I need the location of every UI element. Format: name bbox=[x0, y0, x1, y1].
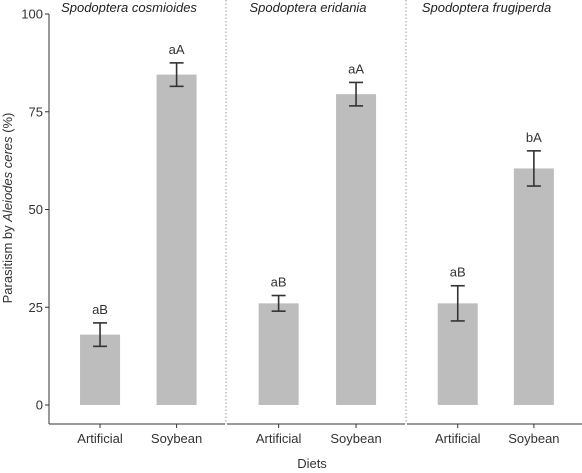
bar bbox=[258, 303, 299, 405]
significance-label: aB bbox=[450, 265, 466, 280]
x-tick-label: Soybean bbox=[330, 431, 381, 446]
y-axis-title: Parasitism by Aleiodes ceres (%) bbox=[0, 113, 15, 304]
significance-label: aB bbox=[92, 302, 108, 317]
x-tick-label: Soybean bbox=[151, 431, 202, 446]
x-tick-label: Artificial bbox=[256, 431, 302, 446]
significance-label: bA bbox=[526, 130, 542, 145]
y-tick-label: 25 bbox=[29, 300, 43, 315]
bar bbox=[336, 94, 377, 405]
significance-label: aA bbox=[169, 42, 185, 57]
x-axis-title: Diets bbox=[297, 456, 327, 471]
x-tick-label: Artificial bbox=[435, 431, 481, 446]
panel-title: Spodoptera frugiperda bbox=[422, 0, 551, 15]
panel-title: Spodoptera cosmioides bbox=[61, 0, 197, 15]
bar bbox=[513, 168, 554, 405]
panel-title: Spodoptera eridania bbox=[249, 0, 366, 15]
significance-label: aA bbox=[348, 61, 364, 76]
x-tick-label: Artificial bbox=[77, 431, 123, 446]
y-tick-label: 0 bbox=[36, 398, 43, 413]
plot-area: 0 25 50 75 100 Spodoptera cosmioides aB Artific… bbox=[21, 0, 582, 446]
y-tick-label: 100 bbox=[21, 7, 43, 22]
x-tick-label: Soybean bbox=[508, 431, 559, 446]
y-tick-label: 50 bbox=[29, 202, 43, 217]
y-tick-label: 75 bbox=[29, 104, 43, 119]
bar bbox=[156, 74, 197, 405]
significance-label: aB bbox=[271, 275, 287, 290]
